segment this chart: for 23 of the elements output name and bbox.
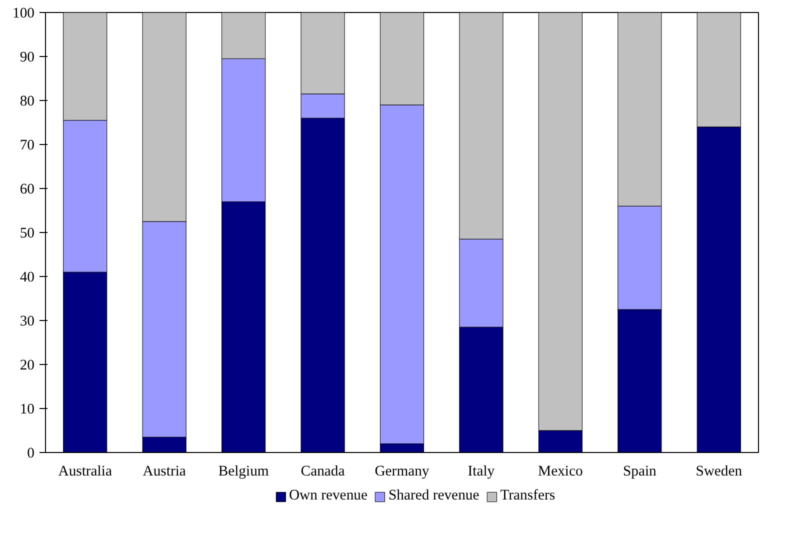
legend-label: Own revenue (288, 488, 368, 504)
x-tick-label: Italy (468, 464, 496, 480)
legend-label: Transfers (500, 488, 556, 504)
x-tick-label: Belgium (218, 464, 270, 480)
y-tick-label: 0 (27, 446, 34, 462)
legend-label: Shared revenue (388, 488, 480, 504)
x-tick-label: Australia (58, 464, 112, 480)
y-tick-label: 20 (20, 358, 34, 374)
x-tick-label: Canada (300, 464, 346, 480)
x-tick-label: Austria (142, 464, 186, 480)
y-tick-label: 30 (20, 314, 34, 330)
x-tick-label: Mexico (538, 464, 583, 480)
y-tick-label: 100 (12, 6, 34, 22)
x-tick-label: Spain (622, 464, 658, 480)
y-tick-label: 40 (20, 270, 34, 286)
y-tick-label: 80 (20, 94, 34, 110)
y-tick-label: 70 (20, 138, 34, 154)
y-tick-label: 90 (20, 50, 34, 66)
x-tick-label: Germany (374, 464, 430, 480)
y-tick-label: 60 (20, 182, 34, 198)
y-tick-label: 50 (20, 226, 34, 242)
y-tick-label: 10 (20, 402, 34, 418)
x-tick-label: Sweden (696, 464, 743, 480)
